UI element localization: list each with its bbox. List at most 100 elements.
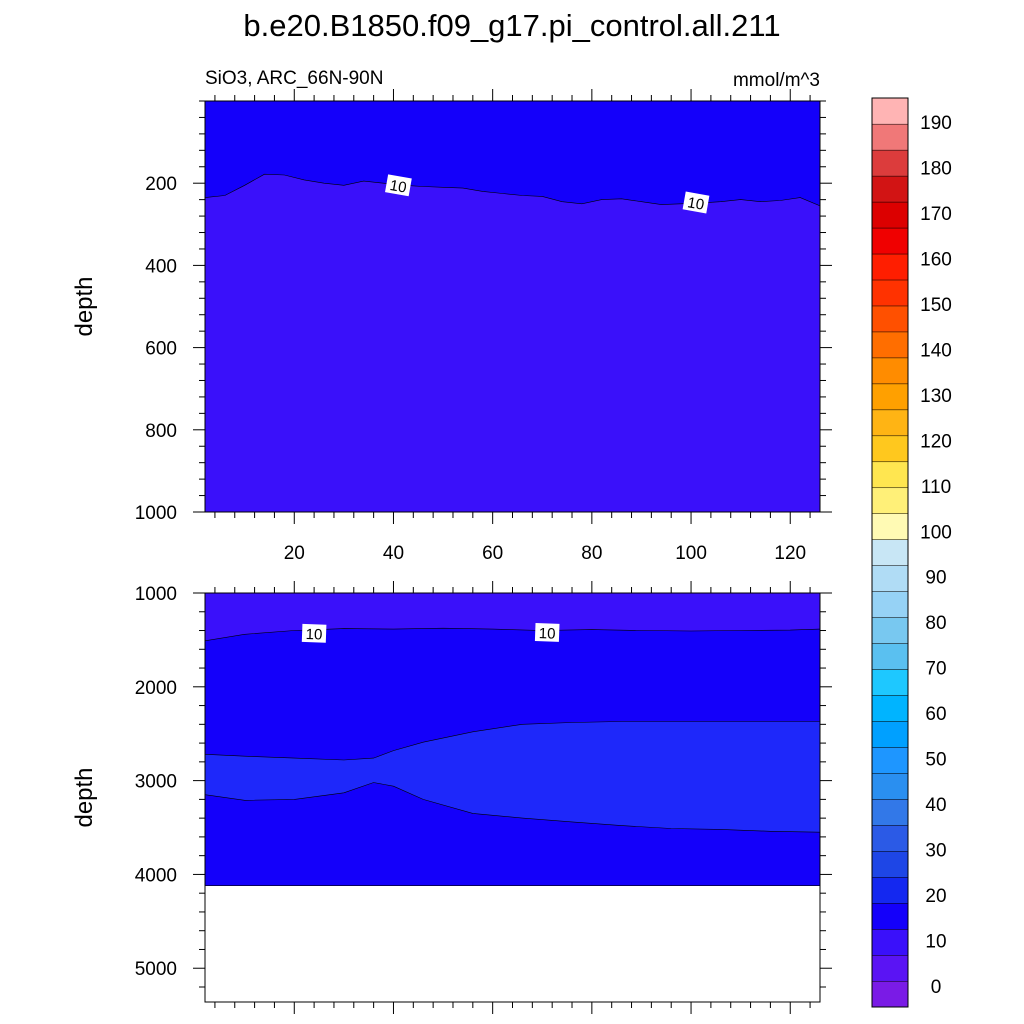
contour-fill-10-15 bbox=[205, 101, 820, 206]
colorbar-box bbox=[871, 253, 909, 281]
colorbar-box bbox=[871, 747, 909, 774]
colorbar-label: 20 bbox=[925, 886, 946, 907]
colorbar-label: 190 bbox=[920, 113, 952, 134]
contour-label: 10 bbox=[534, 622, 560, 643]
colorbar-label: 140 bbox=[920, 340, 952, 361]
y-tick-label: 800 bbox=[145, 421, 177, 442]
chart-subtitle-left: SiO3, ARC_66N-90N bbox=[205, 68, 383, 89]
colorbar-label: 40 bbox=[925, 795, 946, 816]
colorbar-box bbox=[871, 643, 909, 670]
colorbar-box bbox=[871, 824, 909, 852]
x-tick-label: 80 bbox=[581, 543, 602, 564]
contour-label-text: 10 bbox=[305, 626, 322, 644]
colorbar-box bbox=[871, 149, 909, 177]
plot-area: 10 10 bbox=[205, 101, 820, 512]
colorbar: 0 10 20 30 40 50 60 70 80 90 100 110 120 130 140 150 160… bbox=[871, 97, 952, 1008]
contour-label-box bbox=[301, 623, 327, 643]
colorbar-box bbox=[871, 902, 909, 930]
y-tick-label: 3000 bbox=[135, 772, 177, 793]
colorbar-box bbox=[871, 850, 909, 878]
colorbar-box bbox=[871, 669, 909, 696]
colorbar-box bbox=[871, 876, 909, 904]
y-tick-label: 400 bbox=[145, 256, 177, 277]
contour-label-text: 10 bbox=[686, 194, 705, 214]
colorbar-label: 70 bbox=[925, 659, 946, 680]
colorbar-box bbox=[871, 201, 909, 229]
colorbar-label: 170 bbox=[920, 204, 952, 225]
colorbar-box bbox=[871, 409, 909, 437]
y-tick-label: 200 bbox=[145, 174, 177, 195]
x-tick-label: 100 bbox=[675, 543, 707, 564]
colorbar-box bbox=[871, 123, 909, 151]
lower-panel: 10 10 1000 2000 3000 4000 5000 depth bbox=[71, 581, 832, 1014]
upper-panel: 10 10 20 40 60 80 100 120 200 400 600 800 1000 depth bbox=[71, 89, 832, 564]
contour-label: 10 bbox=[385, 174, 412, 197]
colorbar-box bbox=[871, 721, 909, 748]
contour-label: 10 bbox=[682, 191, 710, 214]
colorbar-label: 130 bbox=[920, 386, 952, 407]
contour-label-box bbox=[534, 622, 560, 642]
contour-fill-15-20 bbox=[205, 721, 820, 833]
colorbar-box bbox=[871, 513, 909, 540]
colorbar-box bbox=[871, 591, 909, 618]
contour-label-box bbox=[682, 191, 710, 214]
contour-label-text: 10 bbox=[539, 625, 556, 643]
x-tick-label: 60 bbox=[482, 543, 503, 564]
colorbar-box bbox=[871, 357, 909, 385]
plot-area: 10 10 bbox=[205, 593, 820, 1002]
colorbar-box bbox=[871, 279, 909, 307]
y-tick-label: 1000 bbox=[135, 584, 177, 605]
colorbar-frame bbox=[871, 97, 909, 1008]
y-tick-label: 4000 bbox=[135, 865, 177, 886]
contour-label-text: 10 bbox=[388, 177, 407, 197]
y-axis-label: depth bbox=[71, 276, 98, 336]
contour-line-15-upper bbox=[205, 721, 820, 761]
y-tick-label: 2000 bbox=[135, 678, 177, 699]
colorbar-label: 110 bbox=[921, 477, 951, 498]
colorbar-box bbox=[871, 539, 909, 566]
colorbar-label: 10 bbox=[925, 932, 946, 953]
colorbar-label: 50 bbox=[925, 750, 946, 771]
contour-label: 10 bbox=[301, 623, 327, 644]
colorbar-label: 0 bbox=[931, 977, 942, 998]
colorbar-box bbox=[871, 97, 909, 125]
contour-label-box bbox=[385, 174, 412, 197]
colorbar-box bbox=[871, 175, 909, 203]
colorbar-box bbox=[871, 954, 909, 982]
colorbar-box bbox=[871, 980, 909, 1008]
chart-subtitle-right: mmol/m^3 bbox=[733, 70, 820, 91]
y-tick-label: 1000 bbox=[135, 503, 177, 524]
colorbar-box bbox=[871, 435, 909, 463]
x-tick-label: 40 bbox=[383, 543, 404, 564]
y-tick-label: 600 bbox=[145, 339, 177, 360]
chart-title: b.e20.B1850.f09_g17.pi_control.all.211 bbox=[243, 8, 780, 43]
contour-line-15-lower bbox=[205, 782, 820, 833]
y-axis-label: depth bbox=[71, 767, 98, 827]
colorbar-box bbox=[871, 565, 909, 592]
colorbar-label: 90 bbox=[925, 568, 946, 589]
colorbar-box bbox=[871, 773, 909, 800]
x-tick-label: 120 bbox=[774, 543, 806, 564]
contour-line-10 bbox=[205, 173, 820, 207]
colorbar-label: 100 bbox=[920, 522, 952, 543]
colorbar-box bbox=[871, 928, 909, 956]
contour-fill-5-10 bbox=[205, 593, 820, 641]
colorbar-label: 180 bbox=[920, 158, 952, 179]
colorbar-label: 60 bbox=[925, 704, 946, 725]
colorbar-box bbox=[871, 305, 909, 333]
y-tick-label: 5000 bbox=[135, 959, 177, 980]
colorbar-box bbox=[871, 227, 909, 255]
colorbar-box bbox=[871, 798, 909, 826]
colorbar-box bbox=[871, 617, 909, 644]
colorbar-box bbox=[871, 383, 909, 411]
colorbar-label: 160 bbox=[920, 249, 952, 270]
colorbar-box bbox=[871, 461, 909, 489]
colorbar-box bbox=[871, 331, 909, 359]
colorbar-label: 120 bbox=[920, 431, 952, 452]
colorbar-box bbox=[871, 487, 909, 514]
colorbar-box bbox=[871, 695, 909, 722]
x-tick-label: 20 bbox=[284, 543, 305, 564]
colorbar-label: 150 bbox=[920, 295, 952, 316]
colorbar-label: 30 bbox=[925, 841, 946, 862]
